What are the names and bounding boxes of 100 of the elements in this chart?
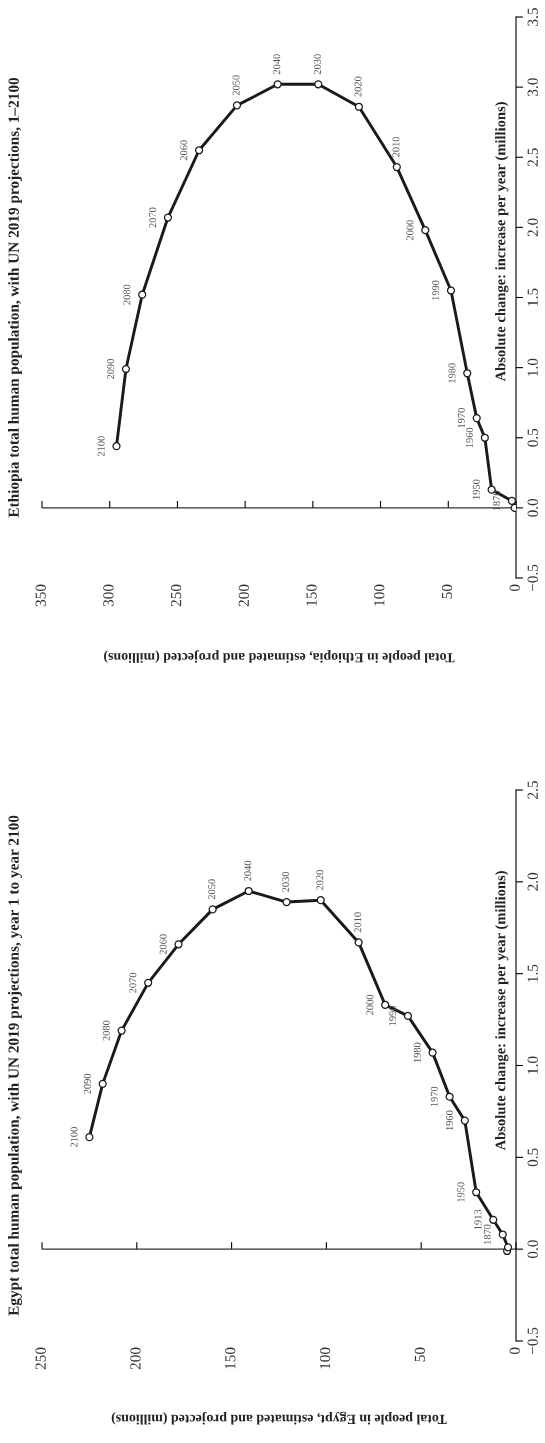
text: Egypt total human population, with UN 2019 projections, year 1 to year 2100 [8, 815, 22, 1316]
point [480, 433, 489, 442]
y-tick-label: 1.0 [527, 358, 538, 376]
point [121, 364, 131, 374]
y-tick-label: −0.5 [527, 564, 538, 592]
annotation: 1970 [430, 1086, 438, 1107]
x-tick-label: 200 [130, 1347, 141, 1370]
annotation: 2010 [392, 136, 400, 157]
point [98, 1079, 107, 1088]
point [144, 978, 153, 987]
y-tick-label: 1.5 [527, 288, 538, 306]
point [232, 101, 242, 110]
point [195, 146, 204, 155]
annotation: 2080 [123, 284, 131, 305]
x-tick-label: 100 [319, 1347, 331, 1369]
annotation: 2070 [129, 972, 137, 993]
annotation: 2050 [232, 75, 240, 96]
annotation: 2090 [83, 1073, 91, 1094]
point [354, 938, 363, 947]
x-tick-label: 100 [374, 584, 385, 606]
annotation: 2000 [366, 994, 374, 1015]
y-tick-label: 0.0 [527, 1240, 538, 1259]
x-axis-title: Total people in Ethiopia, estimated and projected (millions) [104, 650, 455, 663]
point [446, 286, 456, 295]
x-tick-label: 150 [306, 584, 317, 606]
x-tick-label: 350 [35, 584, 46, 607]
point [460, 1116, 469, 1125]
point [112, 442, 121, 451]
point [138, 290, 147, 299]
x-tick-label: 250 [170, 584, 182, 607]
point [472, 414, 481, 423]
y-tick-label: 0.0 [527, 498, 538, 517]
y-tick-label: 3.5 [527, 8, 538, 26]
point [503, 1243, 513, 1252]
annotation: 2080 [102, 1020, 110, 1041]
annotation: 2030 [282, 871, 290, 892]
annotation: 1960 [465, 427, 474, 448]
annotation: 2100 [70, 1127, 78, 1148]
x-tick-label: 0 [509, 1347, 520, 1355]
annotation: 2010 [354, 912, 362, 933]
point [273, 80, 282, 89]
point [117, 1026, 126, 1035]
point [282, 897, 291, 907]
annotation: 1950 [472, 479, 480, 500]
annotation: 1870 [483, 1224, 491, 1244]
text: Ethiopia total human population, with UN 2019 projections, 1–2100 [8, 77, 22, 518]
y-tick-label: 2.5 [527, 148, 538, 167]
annotation: 1950 [457, 1182, 465, 1202]
annotation: 2100 [97, 436, 105, 457]
annotation: 1913 [474, 1209, 482, 1230]
y-axis-title: Absolute change: increase per year (millions) [495, 871, 509, 1151]
point [244, 886, 253, 896]
annotation: 1960 [445, 1110, 453, 1131]
x-tick-label: 200 [238, 584, 249, 607]
annotation: 2020 [354, 76, 362, 97]
x-tick-label: 50 [414, 1347, 426, 1362]
annotation: 1980 [413, 1042, 421, 1063]
annotation: 2040 [244, 860, 252, 881]
annotation: 2090 [107, 359, 115, 379]
point [421, 226, 430, 235]
y-tick-label: 0.5 [527, 1148, 538, 1167]
y-tick-label: 1.0 [527, 1056, 538, 1074]
y-tick-label: −0.5 [527, 1327, 538, 1355]
x-tick-label: 250 [35, 1347, 46, 1370]
y-tick-label: 2.0 [527, 218, 538, 237]
point [392, 162, 401, 172]
x-tick-label: 50 [441, 584, 453, 599]
annotation: 2040 [273, 54, 281, 75]
annotation: 2070 [149, 207, 157, 228]
point [163, 213, 173, 222]
y-tick-label: 3.0 [527, 78, 538, 96]
point [507, 496, 516, 505]
point [463, 369, 472, 378]
point [489, 1215, 498, 1224]
x-axis-title: Total people in Egypt, estimated and projected (millions) [111, 1411, 447, 1425]
point [428, 1048, 437, 1057]
annotation: 2060 [159, 934, 167, 955]
y-axis-title: Absolute change: increase per year (millions) [495, 102, 509, 382]
x-tick-label: 0 [509, 584, 520, 592]
x-tick-label: 150 [225, 1347, 236, 1369]
point [381, 1000, 390, 1009]
y-tick-label: 2.5 [527, 781, 538, 799]
point [354, 102, 364, 111]
annotation: 2030 [313, 54, 321, 75]
y-tick-label: 1.5 [527, 964, 538, 982]
point [316, 896, 325, 905]
y-tick-label: 0.5 [527, 428, 538, 447]
point [403, 1011, 413, 1021]
annotation: 2000 [406, 220, 414, 241]
annotation: 2060 [180, 140, 188, 161]
point [498, 1230, 507, 1239]
annotation: 2020 [316, 870, 324, 891]
y-tick-label: 2.0 [527, 872, 538, 891]
point [85, 1133, 94, 1142]
annotation: 1990 [432, 280, 440, 300]
x-tick-label: 300 [103, 584, 114, 607]
annotation: 2050 [208, 879, 216, 900]
point [472, 1188, 481, 1197]
point [314, 80, 323, 89]
point [174, 940, 183, 949]
